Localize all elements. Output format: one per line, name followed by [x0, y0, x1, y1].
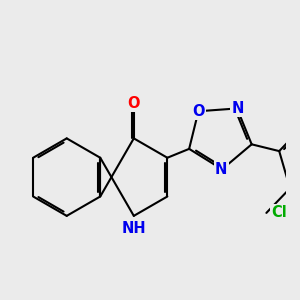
Text: NH: NH: [122, 220, 146, 236]
Text: N: N: [232, 101, 244, 116]
Text: O: O: [128, 96, 140, 111]
Text: O: O: [192, 104, 205, 119]
Text: N: N: [215, 162, 227, 177]
Text: Cl: Cl: [271, 206, 287, 220]
